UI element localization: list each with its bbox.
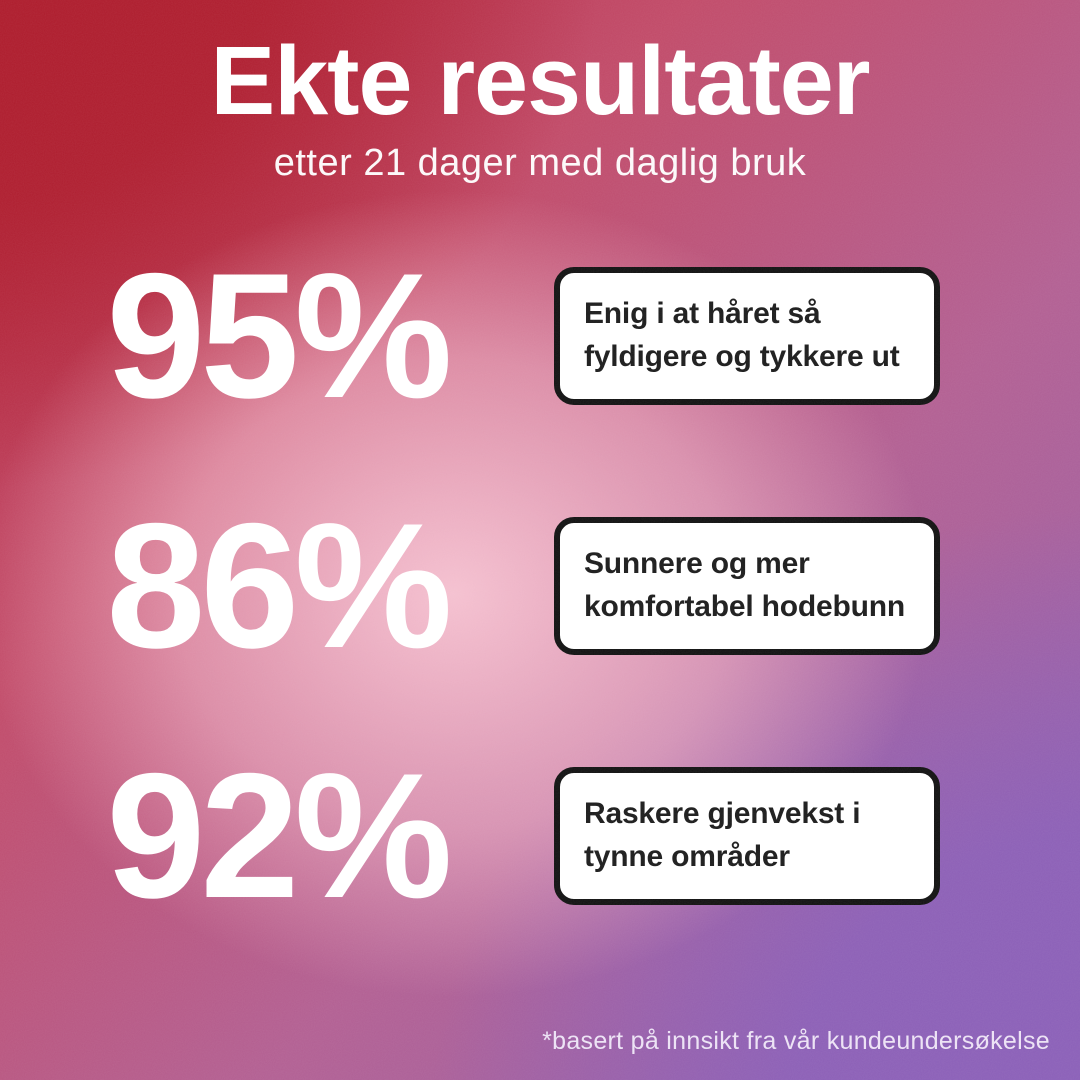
stat-row: 92% Raskere gjenvekst i tynne områder [60,747,1020,925]
stat-value: 86% [106,486,452,685]
stat-card: Enig i at håret så fyldigere og tykkere … [554,267,940,405]
stat-value: 92% [106,736,452,935]
stat-label: Sunnere og mer komfortabel hodebunn [584,547,905,623]
poster-title: Ekte resultater [210,26,871,135]
stat-label: Enig i at håret så fyldigere og tykkere … [584,297,900,373]
stat-card: Sunnere og mer komfortabel hodebunn [554,517,940,655]
poster-subtitle: etter 21 dager med daglig bruk [273,141,807,184]
footnote: *basert på innsikt fra vår kundeundersøk… [542,1027,1050,1055]
stat-value: 95% [106,236,452,435]
stat-card: Raskere gjenvekst i tynne områder [554,767,940,905]
stat-label: Raskere gjenvekst i tynne områder [584,797,861,873]
header: Ekte resultater etter 21 dager med dagli… [0,30,1080,185]
stat-row: 95% Enig i at håret så fyldigere og tykk… [60,247,1020,425]
stat-row: 86% Sunnere og mer komfortabel hodebunn [60,497,1020,675]
